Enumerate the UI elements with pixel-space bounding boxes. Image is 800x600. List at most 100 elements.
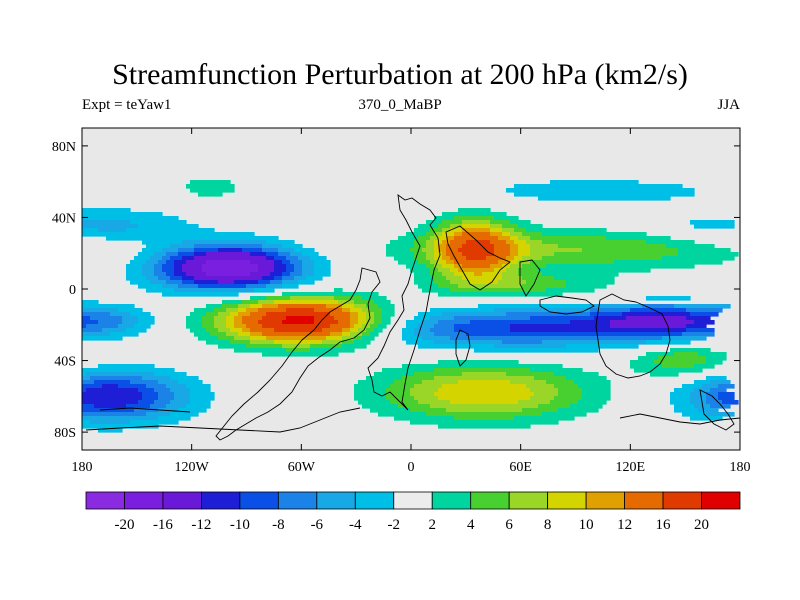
contour-cell [494,252,511,257]
contour-cell [434,216,455,221]
contour-cell [690,396,707,401]
contour-cell [274,340,323,345]
contour-cell [422,248,435,253]
contour-cell [170,412,199,417]
contour-cell [158,380,179,385]
contour-cell [82,392,143,397]
contour-cell [234,280,259,285]
contour-cell [138,316,155,321]
contour-cell [154,388,171,393]
contour-cell [406,232,427,237]
contour-cell [394,256,415,261]
contour-cell [706,356,727,361]
contour-cell [170,400,191,405]
contour-cell [390,384,415,389]
contour-cell [142,376,171,381]
contour-cell [426,240,435,245]
coastline-south-islands [99,407,740,425]
contour-cell [506,372,555,377]
contour-cell [454,416,515,421]
contour-cell [206,260,251,265]
contour-cell [454,328,511,333]
contour-cell [430,260,439,265]
contour-cell [82,420,91,425]
contour-cell [438,244,447,249]
contour-cell [82,308,119,313]
contour-cell [414,256,427,261]
contour-cell [522,408,559,413]
contour-cell [194,248,219,253]
contour-cell [446,260,455,265]
contour-cell [450,288,547,293]
contour-cell [82,332,111,337]
contour-cell [530,316,595,321]
contour-cell [282,272,291,277]
contour-cell [694,380,711,385]
contour-cell [190,388,211,393]
contour-cell [510,380,547,385]
contour-cell [206,340,231,345]
contour-cell [82,316,91,321]
contour-cell [174,260,187,265]
contour-cell [434,340,503,345]
contour-cell [118,308,143,313]
contour-cell [142,272,155,277]
colorbar-label: 2 [428,517,436,533]
contour-cell [386,392,411,397]
contour-cell [158,392,175,397]
contour-cell [694,364,715,369]
contour-cell [146,412,171,417]
contour-cell [502,224,519,229]
contour-cell [542,340,647,345]
contour-cell [498,280,527,285]
contour-cell [150,404,167,409]
contour-cell [190,400,211,405]
contour-cell [422,288,451,293]
contour-cell [566,344,639,349]
contour-cell [398,260,419,265]
contour-cell [610,324,687,329]
contour-cell [430,316,455,321]
contour-cell [226,332,239,337]
contour-cell [218,336,235,341]
contour-cell [174,268,183,273]
contour-cell [174,392,191,397]
contour-cell [386,244,415,249]
contour-cell [510,232,523,237]
contour-cell [442,220,463,225]
contour-cell [490,264,503,269]
contour-cell [370,332,379,337]
contour-cell [374,372,415,377]
contour-cell [486,256,507,261]
contour-cell [554,276,615,281]
contour-cell [154,272,167,277]
contour-cell [694,320,715,325]
contour-cell [314,268,331,273]
contour-cell [542,240,647,245]
contour-cell [82,396,143,401]
coastline-africa [367,194,441,411]
contour-cell [706,400,723,405]
contour-cell [666,244,715,249]
contour-cell [154,252,167,257]
contour-cell [450,224,463,229]
contour-cell [182,268,203,273]
contour-cell [90,420,131,425]
contour-cell [190,392,215,397]
contour-cell [262,352,339,357]
contour-cell [446,244,463,249]
contour-cell [162,264,175,269]
contour-cell [682,332,715,337]
contour-cell [154,268,163,273]
contour-cell [542,256,663,261]
contour-cell [450,280,471,285]
contour-cell [686,316,711,321]
contour-cell [418,400,451,405]
contour-cell [434,248,439,253]
coastline-arabia [445,225,511,291]
contour-cell [438,320,471,325]
contour-cell [286,316,315,321]
contour-cell [434,368,531,373]
contour-cell [342,304,355,309]
